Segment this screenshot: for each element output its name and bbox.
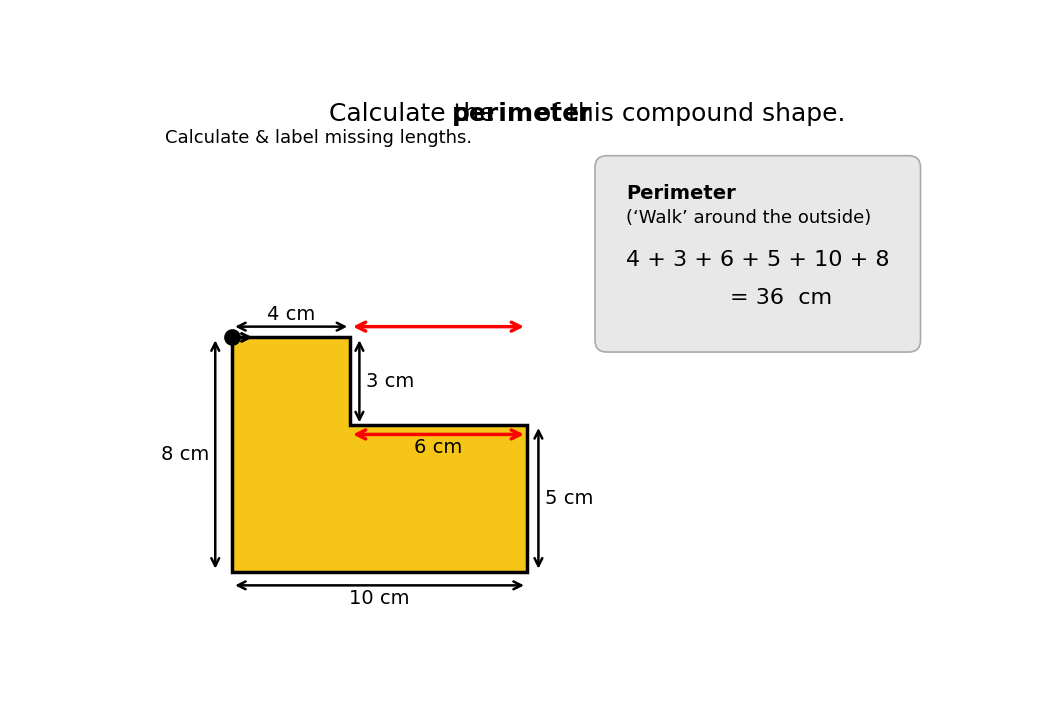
Text: :: : (692, 184, 698, 203)
Text: Calculate & label missing lengths.: Calculate & label missing lengths. (165, 129, 472, 147)
Text: 10 cm: 10 cm (349, 589, 410, 608)
Text: 3 cm: 3 cm (366, 372, 414, 391)
Text: 4 + 3 + 6 + 5 + 10 + 8: 4 + 3 + 6 + 5 + 10 + 8 (626, 250, 889, 269)
FancyBboxPatch shape (595, 156, 920, 352)
Text: 4 cm: 4 cm (267, 305, 315, 323)
Text: Perimeter: Perimeter (626, 184, 735, 203)
Text: = 36  cm: = 36 cm (730, 288, 832, 308)
Text: Calculate the: Calculate the (330, 102, 502, 126)
Text: 8 cm: 8 cm (161, 445, 209, 464)
Text: 6 cm: 6 cm (414, 438, 463, 456)
Text: of this compound shape.: of this compound shape. (527, 102, 846, 126)
Text: 5 cm: 5 cm (545, 489, 593, 508)
Polygon shape (232, 338, 527, 572)
Text: perimeter: perimeter (451, 102, 592, 126)
Text: (‘Walk’ around the outside): (‘Walk’ around the outside) (626, 209, 872, 227)
